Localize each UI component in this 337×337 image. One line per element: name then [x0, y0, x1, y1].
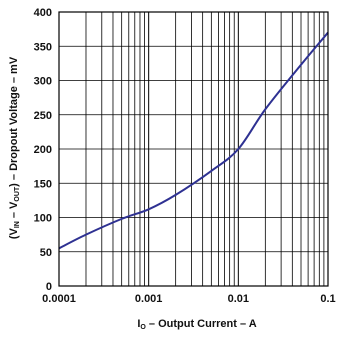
y-tick-label: 400	[34, 7, 52, 19]
series-group	[58, 31, 329, 250]
tick-labels: 0 50 100 150 200 250 300 350 400 0.0001 0.001 0.01 0…	[34, 7, 336, 305]
plot-frame	[58, 11, 329, 287]
y-tick-label: 0	[46, 281, 52, 293]
x-tick-label: 0.01	[228, 293, 249, 305]
y-axis-label: (VIN – VOUT) – Dropout Voltage – mV	[8, 56, 21, 239]
x-tick-label: 0.0001	[42, 293, 76, 305]
y-tick-label: 350	[34, 41, 52, 53]
y-tick-label: 250	[34, 110, 52, 122]
x-tick-label: 0.001	[135, 293, 163, 305]
x-tick-label: 0.1	[320, 293, 335, 305]
y-tick-label: 100	[34, 213, 52, 225]
y-tick-label: 300	[34, 76, 52, 88]
y-tick-label: 50	[40, 247, 52, 259]
x-axis-label: IO – Output Current – A	[137, 318, 256, 331]
grid	[58, 11, 328, 287]
y-tick-label: 150	[34, 178, 52, 190]
series-line	[58, 31, 329, 250]
y-tick-label: 200	[34, 144, 52, 156]
